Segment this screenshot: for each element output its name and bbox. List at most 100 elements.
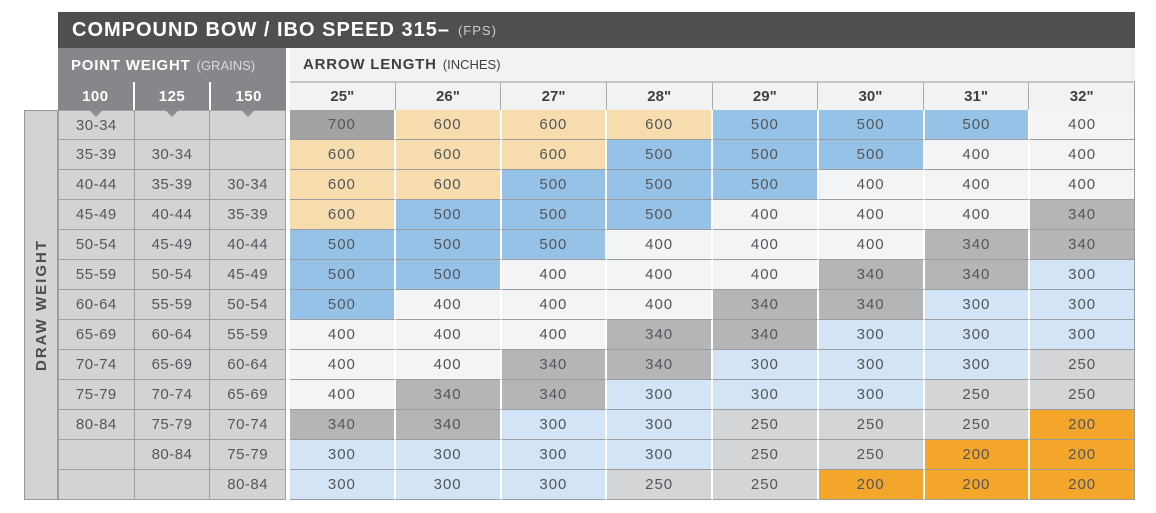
spine-value-cell: 400 [607, 260, 713, 290]
arrow-length-column-header: 30" [818, 82, 924, 110]
spine-value-cell: 300 [713, 380, 819, 410]
arrow-length-column-header: 31" [923, 82, 1030, 110]
spine-value-cell: 600 [395, 170, 502, 200]
point-weight-column-header: 125 [134, 82, 212, 110]
arrow-length-column-header: 32" [1029, 82, 1135, 110]
table-row: 30-34 700 600 600 600 500 500 500 400 [58, 110, 1135, 140]
spine-value-cell: 500 [290, 260, 396, 290]
spine-value-cell: 400 [290, 320, 396, 350]
divider [286, 320, 290, 350]
spine-value-cell: 300 [395, 470, 502, 500]
spine-value-cell: 400 [924, 140, 1031, 170]
spine-value-cell: 400 [1030, 110, 1135, 140]
spine-value-cell: 340 [501, 380, 608, 410]
spine-value-cell: 500 [713, 140, 819, 170]
draw-weight-axis: DRAW WEIGHT [24, 110, 58, 500]
draw-weight-cell: 55-59 [210, 320, 287, 350]
spine-value-cell: 500 [395, 230, 502, 260]
draw-weight-cell: 70-74 [210, 410, 287, 440]
spine-value-cell: 300 [818, 380, 925, 410]
spine-value-cell: 340 [395, 380, 502, 410]
divider [286, 82, 290, 110]
spine-value-cell: 200 [1030, 410, 1135, 440]
table-row: 80-84 75-79 300 300 300 300 250 250 200 200 [58, 440, 1135, 470]
spine-value-cell: 340 [501, 350, 608, 380]
divider [286, 230, 290, 260]
spine-value-cell: 500 [395, 200, 502, 230]
spine-value-cell: 250 [924, 380, 1031, 410]
arrow-length-column-header: 27" [501, 82, 607, 110]
spine-value-cell: 500 [395, 260, 502, 290]
spine-value-cell: 600 [290, 170, 396, 200]
arrow-length-column-header: 28" [606, 82, 713, 110]
spine-value-cell: 200 [924, 470, 1031, 500]
draw-weight-cell: 50-54 [58, 230, 135, 260]
spine-value-cell: 400 [290, 380, 396, 410]
arrow-length-column-header: 29" [712, 82, 819, 110]
spine-value-cell: 400 [924, 200, 1031, 230]
spine-value-cell: 500 [607, 140, 713, 170]
draw-weight-cell: 60-64 [210, 350, 287, 380]
spine-value-cell: 300 [1030, 320, 1135, 350]
spine-value-cell: 400 [607, 290, 713, 320]
draw-weight-cells: 65-69 60-64 55-59 [58, 320, 287, 350]
point-weight-columns: 100 125 150 [58, 82, 287, 110]
spine-value-cell: 400 [607, 230, 713, 260]
spine-value-cell: 250 [818, 410, 925, 440]
draw-weight-cells: 55-59 50-54 45-49 [58, 260, 287, 290]
spine-value-cell: 600 [290, 200, 396, 230]
spine-value-cell: 400 [924, 170, 1031, 200]
spine-table: COMPOUND BOW / IBO SPEED 315– (FPS) POIN… [58, 12, 1135, 500]
draw-weight-cells: 45-49 40-44 35-39 [58, 200, 287, 230]
spine-value-cell: 400 [395, 350, 502, 380]
pointer-notch-icon [241, 110, 255, 117]
spine-value-cell: 300 [924, 350, 1031, 380]
section-header-row: POINT WEIGHT (GRAINS) ARROW LENGTH (INCH… [58, 48, 1135, 82]
arrow-length-unit: (INCHES) [442, 57, 501, 72]
spine-value-cell: 400 [501, 260, 608, 290]
spine-value-cell: 300 [713, 350, 819, 380]
draw-weight-cell: 35-39 [58, 140, 135, 170]
spine-value-cell: 300 [607, 440, 713, 470]
divider [286, 110, 290, 140]
table-row: 55-59 50-54 45-49 500 500 400 400 400 340 340 300 [58, 260, 1135, 290]
draw-weight-cells: 60-64 55-59 50-54 [58, 290, 287, 320]
spine-value-cell: 250 [713, 440, 819, 470]
draw-weight-cell: 30-34 [58, 110, 135, 140]
divider [286, 290, 290, 320]
draw-weight-cell: 55-59 [134, 290, 211, 320]
draw-weight-cells: 75-79 70-74 65-69 [58, 380, 287, 410]
point-weight-column-header: 100 [58, 82, 135, 110]
draw-weight-cell [58, 440, 135, 470]
table-row: 50-54 45-49 40-44 500 500 500 400 400 400 340 340 [58, 230, 1135, 260]
point-weight-unit: (GRAINS) [196, 57, 256, 73]
spine-value-cell: 500 [713, 170, 819, 200]
draw-weight-cell: 50-54 [134, 260, 211, 290]
draw-weight-cells: 50-54 45-49 40-44 [58, 230, 287, 260]
spine-grid: 30-34 700 600 600 600 500 500 500 400 35-39 30-34 6… [58, 110, 1135, 500]
spine-value-cell: 400 [818, 200, 925, 230]
draw-weight-cell: 65-69 [210, 380, 287, 410]
spine-value-cell: 400 [290, 350, 396, 380]
spine-value-cell: 600 [607, 110, 713, 140]
divider [286, 410, 290, 440]
spine-value-cell: 300 [1030, 260, 1135, 290]
draw-weight-cell: 70-74 [58, 350, 135, 380]
draw-weight-cell [134, 470, 211, 500]
spine-value-cell: 500 [924, 110, 1031, 140]
point-weight-header: POINT WEIGHT (GRAINS) [58, 48, 286, 82]
spine-cells: 400 340 340 300 300 300 250 250 [290, 380, 1135, 410]
arrow-length-column-header: 26" [395, 82, 502, 110]
draw-weight-cell: 45-49 [210, 260, 287, 290]
spine-value-cell: 200 [924, 440, 1031, 470]
spine-value-cell: 400 [818, 230, 925, 260]
table-row: 65-69 60-64 55-59 400 400 400 340 340 300 300 300 [58, 320, 1135, 350]
spine-value-cell: 340 [607, 320, 713, 350]
draw-weight-cell: 80-84 [134, 440, 211, 470]
divider [286, 48, 290, 82]
table-row: 80-84 300 300 300 250 250 200 200 200 [58, 470, 1135, 500]
draw-weight-cells: 80-84 75-79 [58, 440, 287, 470]
spine-value-cell: 340 [924, 260, 1031, 290]
table-row: 35-39 30-34 600 600 600 500 500 500 400 400 [58, 140, 1135, 170]
spine-cells: 500 400 400 400 340 340 300 300 [290, 290, 1135, 320]
